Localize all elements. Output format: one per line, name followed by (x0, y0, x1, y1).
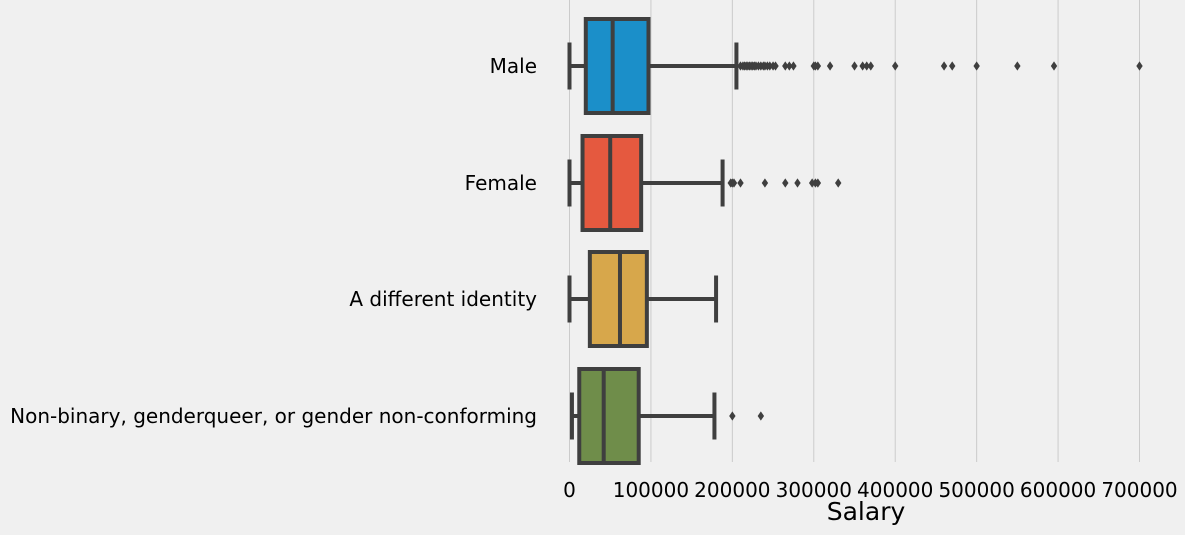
outlier-point (782, 61, 789, 71)
iqr-box (583, 17, 651, 115)
outlier-point (794, 178, 801, 188)
box-group (569, 367, 765, 465)
x-tick-label: 200000 (694, 478, 770, 502)
outlier-point (863, 61, 870, 71)
outlier-point (786, 61, 793, 71)
outlier-point (757, 411, 765, 421)
y-category-label: Male (490, 54, 537, 78)
y-category-label: A different identity (349, 287, 537, 311)
box-group (567, 134, 842, 232)
outlier-point (766, 61, 774, 71)
x-axis-label: Salary (827, 497, 906, 526)
outlier-point (1136, 61, 1143, 71)
outlier-point (835, 178, 842, 188)
outlier-point (790, 61, 797, 71)
y-category-label: Female (465, 171, 537, 195)
outlier-point (808, 178, 816, 188)
outlier-point (973, 61, 980, 71)
outlier-point (826, 61, 834, 71)
outlier-point (730, 178, 738, 188)
outlier-point (814, 178, 822, 188)
x-tick-label: 600000 (1020, 478, 1096, 502)
x-tick-label: 100000 (613, 478, 689, 502)
outlier-point (949, 61, 956, 71)
box-group (567, 17, 1143, 115)
outlier-point (1050, 61, 1058, 71)
outlier-point (737, 178, 744, 188)
outlier-point (772, 61, 779, 71)
outlier-point (940, 61, 948, 71)
outlier-point (859, 61, 866, 71)
x-tick-label: 500000 (938, 478, 1014, 502)
box-group (567, 250, 719, 348)
iqr-box (577, 367, 641, 465)
x-tick-label: 400000 (857, 478, 933, 502)
outlier-point (892, 61, 899, 71)
x-tick-label: 300000 (776, 478, 852, 502)
outlier-point (1014, 61, 1021, 71)
outlier-point (814, 61, 822, 71)
outlier-point (851, 61, 858, 71)
x-tick-label: 0 (563, 478, 576, 502)
x-tick-label: 700000 (1101, 478, 1177, 502)
y-category-label: Non-binary, genderqueer, or gender non-c… (10, 404, 537, 428)
outlier-point (782, 178, 789, 188)
outlier-point (867, 61, 874, 71)
outlier-point (729, 411, 736, 421)
outlier-point (761, 178, 769, 188)
